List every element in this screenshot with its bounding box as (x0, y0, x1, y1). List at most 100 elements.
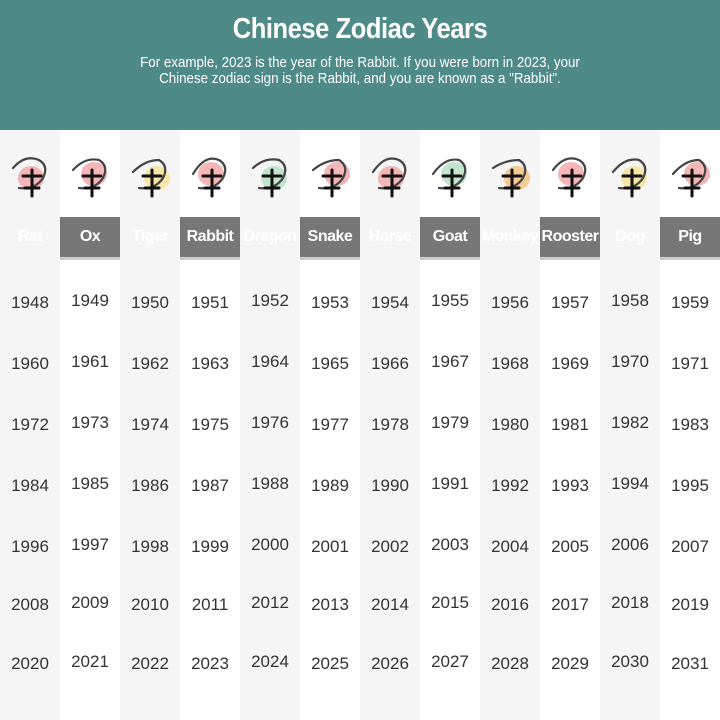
zodiac-column-monkey: Monkey 1956 1968 1980 1992 2004 2016 2028 (480, 130, 540, 720)
year-cell: 2023 (191, 654, 229, 673)
year-cell: 1953 (311, 293, 349, 312)
year-cell: 1996 (11, 537, 49, 556)
year-cell: 2011 (191, 595, 229, 614)
year-cell: 1973 (71, 413, 109, 432)
year-cell: 1958 (611, 291, 649, 310)
year-cell: 1997 (71, 535, 109, 554)
year-cell: 1954 (371, 293, 409, 312)
zodiac-table: Rat 1948 1960 1972 1984 1996 2008 2020 Ox 1949 19… (0, 130, 720, 720)
year-cell: 1993 (551, 476, 589, 495)
snake-icon (300, 130, 360, 217)
zodiac-column-dog: Dog 1958 1970 1982 1994 2006 2018 2030 (600, 130, 660, 720)
animal-name: Dragon (243, 228, 298, 245)
year-cell: 2022 (131, 654, 169, 673)
year-cell: 1972 (11, 415, 49, 434)
year-cell: 1991 (431, 474, 469, 493)
zodiac-column-rat: Rat 1948 1960 1972 1984 1996 2008 2020 (0, 130, 60, 720)
year-cell: 1984 (11, 476, 49, 495)
year-cell: 1956 (491, 293, 529, 312)
year-cell: 2021 (71, 652, 109, 671)
year-cell: 1986 (131, 476, 169, 495)
zodiac-column-dragon: Dragon 1952 1964 1976 1988 2000 2012 2024 (240, 130, 300, 720)
year-cell: 1980 (491, 415, 529, 434)
horse-icon (360, 130, 420, 217)
year-cell: 2002 (371, 537, 409, 556)
year-cell: 2016 (491, 595, 529, 614)
year-cell: 2010 (131, 595, 169, 614)
year-cell: 1955 (431, 291, 469, 310)
year-cell: 1981 (551, 415, 589, 434)
pig-icon (660, 130, 720, 217)
animal-name: Snake (307, 228, 353, 245)
header-banner: Chinese Zodiac Years For example, 2023 i… (0, 0, 720, 130)
year-cell: 1989 (311, 476, 349, 495)
year-cell: 2012 (251, 593, 289, 612)
year-cell: 1992 (491, 476, 529, 495)
page-title: Chinese Zodiac Years (232, 13, 488, 45)
year-cell: 1998 (131, 537, 169, 556)
zodiac-column-rooster: Rooster 1957 1969 1981 1993 2005 2017 2029 (540, 130, 600, 720)
year-cell: 2028 (491, 654, 529, 673)
zodiac-column-goat: Goat 1955 1967 1979 1991 2003 2015 2027 (420, 130, 480, 720)
year-cell: 1957 (551, 293, 589, 312)
zodiac-column-pig: Pig 1959 1971 1983 1995 2007 2019 2031 (660, 130, 720, 720)
monkey-icon (480, 130, 540, 217)
year-cell: 1967 (431, 352, 469, 371)
animal-name: Dog (615, 228, 645, 245)
year-cell: 2003 (431, 535, 469, 554)
year-cell: 2026 (371, 654, 409, 673)
year-cell: 1971 (671, 354, 709, 373)
animal-name: Pig (678, 228, 702, 245)
animal-name: Goat (432, 228, 468, 245)
year-cell: 2014 (371, 595, 409, 614)
year-cell: 1966 (371, 354, 409, 373)
year-cell: 1974 (131, 415, 169, 434)
year-cell: 1995 (671, 476, 709, 495)
year-cell: 2018 (611, 593, 649, 612)
year-cell: 2000 (251, 535, 289, 554)
year-cell: 1979 (431, 413, 469, 432)
tiger-icon (120, 130, 180, 217)
year-cell: 2009 (71, 593, 109, 612)
year-cell: 1969 (551, 354, 589, 373)
year-cell: 1963 (191, 354, 229, 373)
year-cell: 1976 (251, 413, 289, 432)
zodiac-column-tiger: Tiger 1950 1962 1974 1986 1998 2010 2022 (120, 130, 180, 720)
year-cell: 1961 (71, 352, 109, 371)
zodiac-column-horse: Horse 1954 1966 1978 1990 2002 2014 2026 (360, 130, 420, 720)
animal-name: Tiger (131, 228, 169, 245)
year-cell: 1999 (191, 537, 229, 556)
year-cell: 1978 (371, 415, 409, 434)
year-cell: 1949 (71, 291, 109, 310)
year-cell: 2004 (491, 537, 529, 556)
year-cell: 1952 (251, 291, 289, 310)
year-cell: 1951 (191, 293, 229, 312)
dog-icon (600, 130, 660, 217)
animal-name: Horse (368, 228, 412, 245)
year-cell: 2013 (311, 595, 349, 614)
year-cell: 1964 (251, 352, 289, 371)
year-cell: 2031 (671, 654, 709, 673)
year-cell: 1994 (611, 474, 649, 493)
animal-name: Rat (17, 228, 43, 245)
year-cell: 1950 (131, 293, 169, 312)
rat-icon (0, 130, 60, 217)
year-cell: 2015 (431, 593, 469, 612)
year-cell: 2005 (551, 537, 589, 556)
subtitle-line-2: Chinese zodiac sign is the Rabbit, and y… (159, 71, 561, 87)
year-cell: 1960 (11, 354, 49, 373)
animal-name: Ox (79, 228, 101, 245)
year-cell: 1988 (251, 474, 289, 493)
year-cell: 1975 (191, 415, 229, 434)
year-cell: 1965 (311, 354, 349, 373)
year-cell: 2024 (251, 652, 289, 671)
year-cell: 1970 (611, 352, 649, 371)
zodiac-column-ox: Ox 1949 1961 1973 1985 1997 2009 2021 (60, 130, 120, 720)
year-cell: 2027 (431, 652, 469, 671)
year-cell: 2030 (611, 652, 649, 671)
goat-icon (420, 130, 480, 217)
year-cell: 2017 (551, 595, 589, 614)
year-cell: 2025 (311, 654, 349, 673)
subtitle-line-1: For example, 2023 is the year of the Rab… (140, 55, 580, 71)
year-cell: 2019 (671, 595, 709, 614)
